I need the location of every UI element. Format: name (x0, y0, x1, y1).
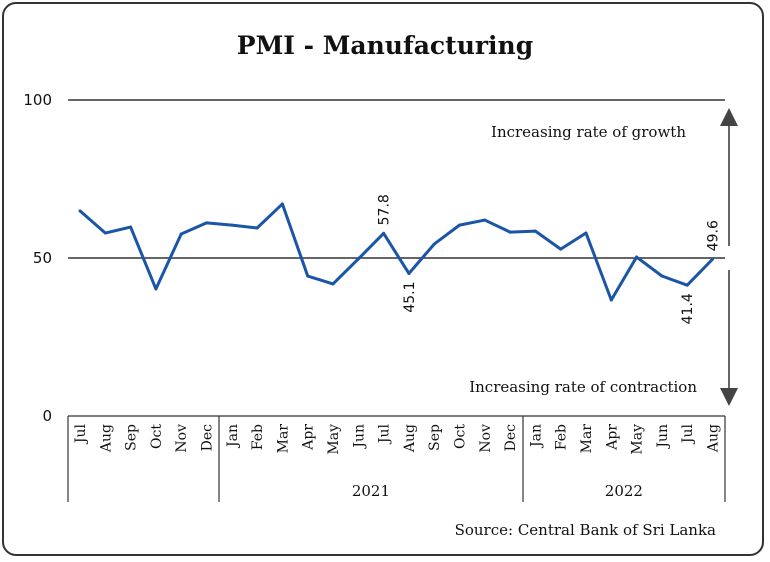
data-point (205, 221, 208, 225)
x-tick-label: Apr (604, 424, 620, 451)
data-label: 57.8 (377, 194, 393, 225)
x-tick-label: Jul (377, 423, 393, 445)
data-point (635, 255, 639, 259)
chart-title: PMI - Manufacturing (237, 31, 533, 60)
data-point (458, 223, 461, 227)
data-point (179, 232, 183, 236)
x-tick-label: May (326, 424, 342, 455)
data-point (129, 225, 133, 229)
x-tick-label: Sep (427, 424, 443, 451)
data-point (382, 231, 386, 235)
x-tick-label: Dec (503, 424, 519, 452)
data-point (609, 298, 613, 302)
x-tick-label: Aug (706, 424, 722, 453)
y-tick-label-0: 0 (42, 407, 52, 425)
x-tick-label: Sep (124, 424, 140, 451)
x-tick-label: Jan (528, 424, 544, 449)
data-point (230, 223, 234, 227)
y-tick-label-50: 50 (33, 249, 52, 267)
x-tick-label: Jul (73, 423, 89, 445)
data-point (154, 287, 158, 291)
data-point (78, 209, 82, 213)
x-tick-label: Aug (402, 424, 418, 453)
data-point (255, 226, 259, 230)
data-label: 49.6 (706, 220, 722, 251)
data-point (306, 274, 310, 278)
data-label: 45.1 (402, 281, 418, 312)
data-point (711, 257, 714, 261)
x-tick-label: Jan (225, 424, 241, 449)
data-label: 41.4 (680, 293, 696, 324)
year-group-label: 2022 (605, 482, 643, 500)
x-tick-label: Nov (478, 424, 494, 453)
x-tick-label: Dec (200, 424, 216, 452)
x-tick-label: Mar (579, 424, 595, 454)
x-tick-label: Nov (174, 424, 190, 453)
x-tick-label: Jul (680, 423, 696, 445)
x-tick-label: Mar (275, 424, 291, 454)
data-point (407, 271, 411, 275)
data-point (356, 257, 360, 261)
data-point (508, 230, 512, 234)
x-tick-label: May (630, 424, 646, 455)
data-point (331, 282, 335, 286)
annotation-contraction: Increasing rate of contraction (469, 378, 697, 396)
data-point (660, 274, 664, 278)
chart-frame (2, 2, 764, 556)
x-tick-label: Feb (250, 424, 266, 450)
x-tick-label: Jun (351, 424, 367, 450)
data-point (584, 231, 588, 235)
annotation-growth: Increasing rate of growth (491, 123, 686, 141)
arrow-up-icon (720, 108, 738, 126)
data-point (533, 229, 537, 233)
source-note: Source: Central Bank of Sri Lanka (455, 521, 716, 539)
data-point (432, 242, 436, 246)
x-tick-label: Apr (301, 424, 317, 451)
x-tick-label: Aug (98, 424, 114, 453)
year-group-label: 2021 (352, 482, 390, 500)
data-point (559, 247, 563, 251)
x-tick-label: Jun (655, 424, 671, 450)
data-point (280, 202, 284, 206)
x-tick-label: Oct (453, 424, 469, 449)
data-point (685, 283, 689, 287)
pmi-series-line (79, 202, 714, 302)
data-point (103, 231, 107, 235)
arrow-down-icon (720, 388, 738, 406)
y-tick-label-100: 100 (23, 91, 52, 109)
x-tick-label: Oct (149, 424, 165, 449)
x-tick-label: Feb (554, 424, 570, 450)
data-point (483, 218, 487, 222)
